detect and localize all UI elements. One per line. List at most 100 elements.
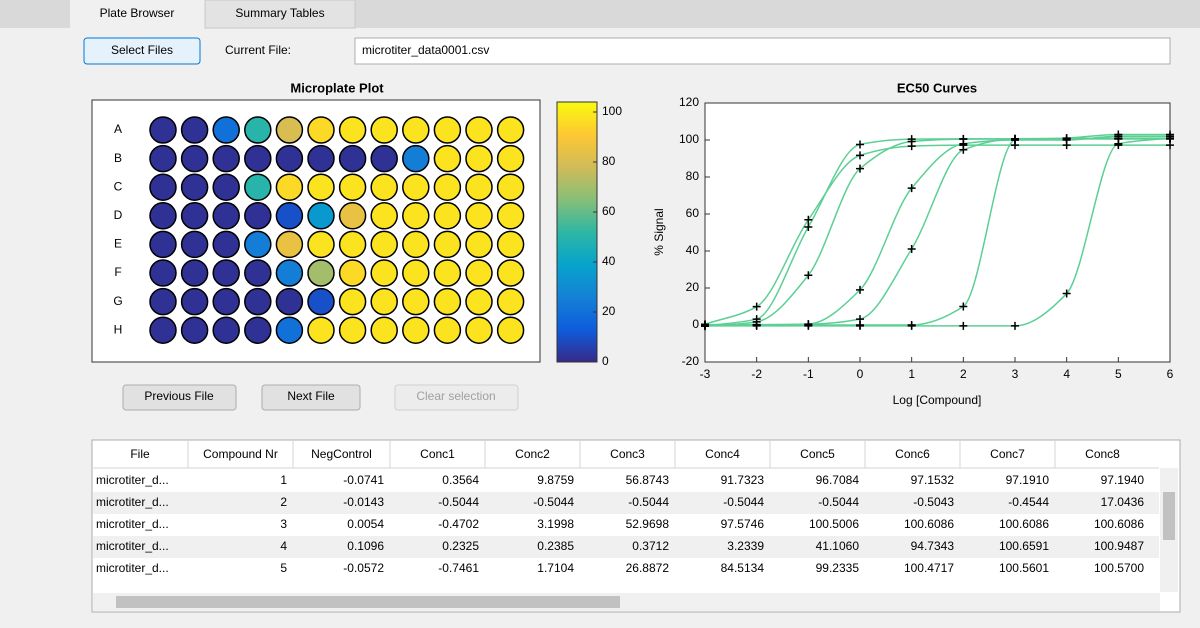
column-header[interactable]: Conc6 [895, 447, 930, 461]
well[interactable] [212, 230, 240, 259]
well[interactable] [180, 230, 209, 259]
well[interactable] [307, 316, 335, 344]
well[interactable] [307, 173, 335, 201]
well[interactable] [465, 144, 493, 173]
well[interactable] [433, 116, 462, 144]
well[interactable] [402, 316, 430, 344]
well[interactable] [212, 173, 240, 201]
column-header[interactable]: Conc4 [705, 447, 740, 461]
well[interactable] [149, 259, 177, 287]
well[interactable] [496, 202, 525, 230]
well[interactable] [496, 173, 525, 201]
well[interactable] [370, 230, 398, 259]
well[interactable] [402, 173, 430, 201]
well[interactable] [496, 144, 525, 173]
column-header[interactable]: Compound Nr [203, 447, 278, 461]
well[interactable] [212, 202, 240, 230]
well[interactable] [465, 202, 493, 230]
well[interactable] [149, 116, 177, 144]
table-row[interactable] [93, 514, 1159, 536]
table-row[interactable] [93, 470, 1159, 492]
well[interactable] [149, 230, 177, 259]
well[interactable] [275, 259, 304, 287]
well[interactable] [307, 202, 335, 230]
tab[interactable] [204, 0, 356, 29]
well[interactable] [180, 316, 209, 344]
well[interactable] [338, 259, 367, 287]
well[interactable] [244, 116, 272, 144]
well[interactable] [496, 287, 525, 316]
well[interactable] [338, 230, 367, 259]
well[interactable] [275, 287, 304, 316]
well[interactable] [180, 173, 209, 201]
well[interactable] [465, 230, 493, 259]
well[interactable] [307, 259, 335, 287]
column-header[interactable]: Conc1 [420, 447, 455, 461]
well[interactable] [433, 259, 462, 287]
well[interactable] [275, 173, 304, 201]
well[interactable] [433, 173, 462, 201]
well[interactable] [370, 259, 398, 287]
well[interactable] [180, 144, 209, 173]
well[interactable] [465, 287, 493, 316]
button-label[interactable]: Select Files [111, 43, 173, 57]
well[interactable] [180, 259, 209, 287]
well[interactable] [338, 144, 367, 173]
well[interactable] [180, 202, 209, 230]
well[interactable] [496, 259, 525, 287]
table-row[interactable] [93, 558, 1159, 580]
well[interactable] [244, 144, 272, 173]
button-label[interactable]: Previous File [144, 389, 214, 403]
well[interactable] [402, 144, 430, 173]
well[interactable] [402, 230, 430, 259]
previous-button[interactable] [122, 384, 237, 411]
column-header[interactable]: Conc3 [610, 447, 645, 461]
well[interactable] [244, 316, 272, 344]
tab-label[interactable]: Plate Browser [100, 6, 175, 20]
well[interactable] [338, 173, 367, 201]
well[interactable] [465, 316, 493, 344]
well[interactable] [212, 287, 240, 316]
well[interactable] [244, 173, 272, 201]
well[interactable] [370, 202, 398, 230]
well[interactable] [338, 202, 367, 230]
well[interactable] [275, 316, 304, 344]
next-button[interactable] [261, 384, 361, 411]
well[interactable] [402, 259, 430, 287]
well[interactable] [307, 230, 335, 259]
button-label[interactable]: Next File [287, 389, 335, 403]
column-header[interactable]: Conc2 [515, 447, 550, 461]
well[interactable] [149, 173, 177, 201]
well[interactable] [370, 316, 398, 344]
v-scroll-thumb[interactable] [1163, 492, 1175, 540]
well[interactable] [338, 316, 367, 344]
well[interactable] [370, 173, 398, 201]
well[interactable] [465, 259, 493, 287]
well[interactable] [338, 116, 367, 144]
well[interactable] [433, 230, 462, 259]
tab-label[interactable]: Summary Tables [235, 6, 324, 20]
well[interactable] [402, 116, 430, 144]
well[interactable] [402, 202, 430, 230]
well[interactable] [307, 116, 335, 144]
well[interactable] [275, 144, 304, 173]
well[interactable] [149, 202, 177, 230]
well[interactable] [180, 287, 209, 316]
well[interactable] [180, 116, 209, 144]
well[interactable] [465, 116, 493, 144]
column-header[interactable]: NegControl [311, 447, 372, 461]
table-row[interactable] [93, 492, 1159, 514]
well[interactable] [433, 144, 462, 173]
well[interactable] [244, 287, 272, 316]
well[interactable] [275, 116, 304, 144]
column-header[interactable]: File [130, 447, 150, 461]
file-field[interactable] [354, 37, 1171, 65]
column-header[interactable]: Conc7 [990, 447, 1025, 461]
well[interactable] [149, 316, 177, 344]
tab-active[interactable] [70, 0, 205, 30]
well[interactable] [402, 287, 430, 316]
well[interactable] [275, 202, 304, 230]
table-row[interactable] [93, 536, 1159, 558]
well[interactable] [370, 287, 398, 316]
well[interactable] [244, 202, 272, 230]
